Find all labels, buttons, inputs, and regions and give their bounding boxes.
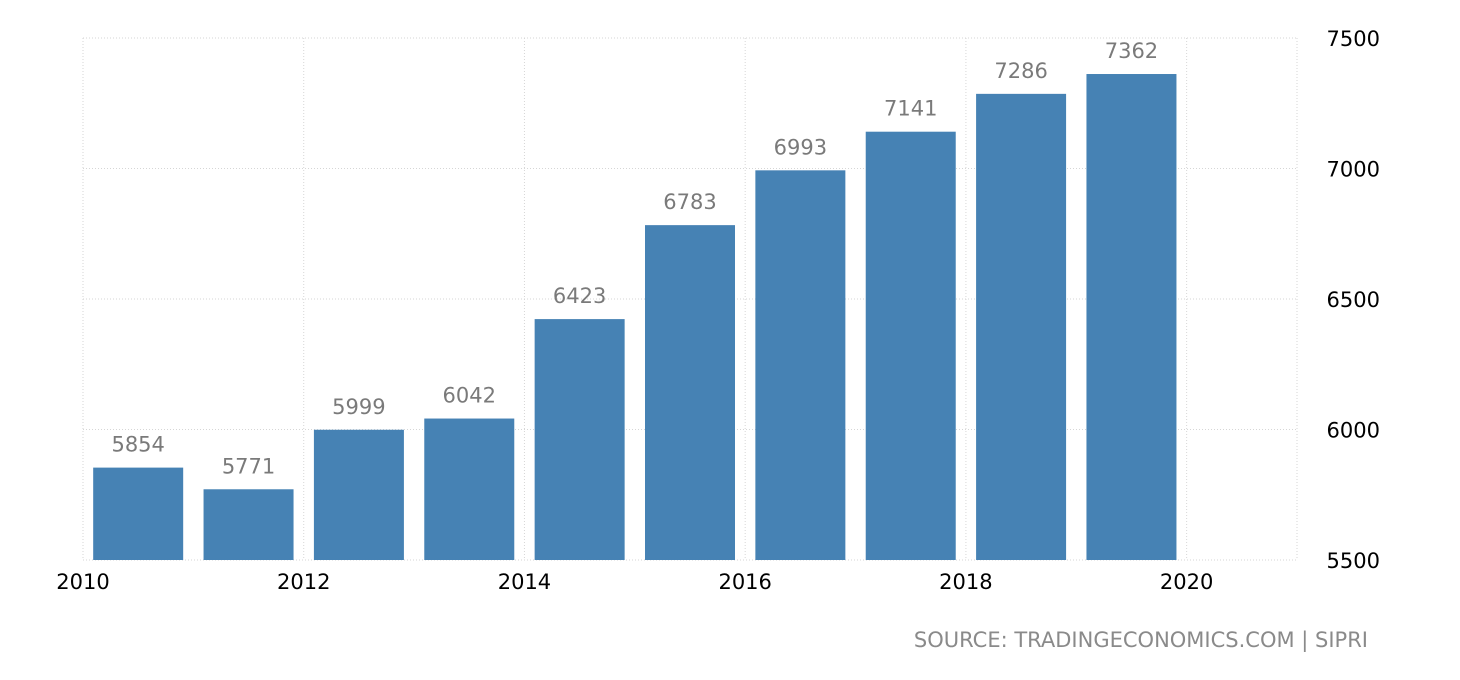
bar-2011 (93, 467, 184, 560)
x-tick-label: 2012 (277, 570, 330, 594)
y-tick-label: 6500 (1327, 288, 1380, 312)
data-label-2018: 7141 (884, 97, 937, 121)
bar-2016 (645, 225, 735, 560)
y-tick-label: 6000 (1327, 419, 1380, 443)
x-tick-label: 2020 (1160, 570, 1213, 594)
data-label-2012: 5771 (222, 454, 275, 478)
bar-2018 (865, 131, 956, 560)
data-label-2016: 6783 (663, 190, 716, 214)
data-label-2011: 5854 (111, 433, 164, 457)
bar-2013 (313, 429, 404, 560)
data-label-2015: 6423 (553, 284, 606, 308)
data-label-2013: 5999 (332, 395, 385, 419)
source-caption: SOURCE: TRADINGECONOMICS.COM | SIPRI (913, 628, 1368, 652)
y-axis: 5500 6000 6500 7000 7500 (1327, 27, 1380, 573)
bar-2019 (976, 93, 1067, 560)
data-labels: 5854 5771 5999 6042 6423 6783 6993 7141 7286 7362 (111, 39, 1158, 478)
data-label-2019: 7286 (994, 59, 1047, 83)
data-label-2014: 6042 (443, 384, 496, 408)
x-tick-label: 2016 (718, 570, 771, 594)
bars (93, 74, 1177, 560)
bar-2012 (203, 489, 294, 560)
y-tick-label: 5500 (1327, 549, 1380, 573)
y-tick-label: 7000 (1327, 158, 1380, 182)
bar-2014 (424, 418, 515, 560)
data-label-2020: 7362 (1105, 39, 1158, 63)
x-tick-label: 2010 (56, 570, 109, 594)
bar-2017 (755, 170, 846, 560)
data-label-2017: 6993 (774, 135, 827, 159)
bar-2015 (534, 319, 625, 560)
bar-2020 (1086, 74, 1177, 560)
x-tick-label: 2018 (939, 570, 992, 594)
x-tick-label: 2014 (498, 570, 551, 594)
x-axis: 2010 2012 2014 2016 2018 2020 (56, 570, 1213, 594)
y-tick-label: 7500 (1327, 27, 1380, 51)
